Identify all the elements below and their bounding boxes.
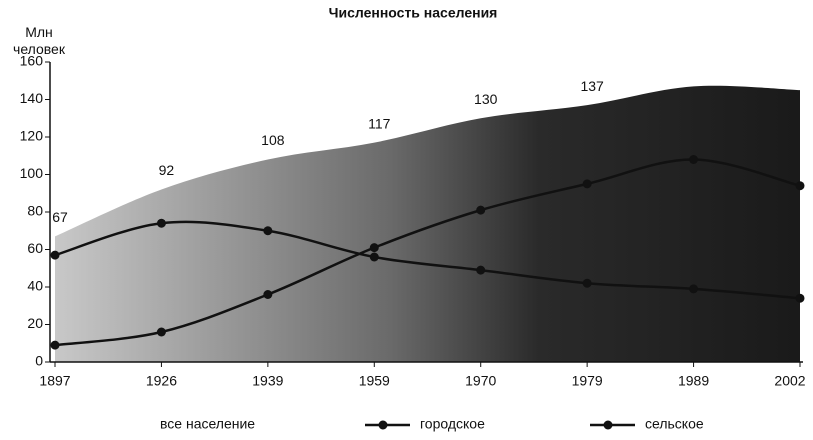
x-tick-label: 1959 <box>359 373 390 389</box>
point <box>689 284 699 294</box>
y-tick-label: 0 <box>35 353 43 369</box>
point <box>689 155 699 164</box>
y-axis-label: Млн человек <box>13 24 65 57</box>
data-label: 117 <box>368 115 391 131</box>
line <box>54 220 801 300</box>
point <box>795 293 805 303</box>
x-tick-label: 1939 <box>252 373 283 389</box>
data-label: 137 <box>580 78 604 94</box>
area <box>55 85 800 362</box>
point <box>263 290 273 299</box>
point <box>582 179 592 189</box>
y-tick-label: 40 <box>27 278 43 294</box>
x-tick-label: 1970 <box>465 373 496 389</box>
point <box>50 250 60 260</box>
x-tick-label: 2002 <box>774 373 805 389</box>
chart-title: Численность населения <box>329 5 498 21</box>
y-tick-label: 120 <box>20 128 44 144</box>
point <box>369 252 379 262</box>
legend-label: все население <box>160 416 255 432</box>
x-tick-label: 1989 <box>678 373 709 389</box>
point <box>369 243 379 253</box>
legend-dot <box>603 420 613 430</box>
point <box>50 340 60 350</box>
point <box>795 181 805 191</box>
data-label: 130 <box>474 91 498 107</box>
point <box>476 205 486 215</box>
legend-label: сельское <box>645 416 704 432</box>
y-tick-label: 140 <box>20 90 44 106</box>
legend-dot <box>378 420 388 430</box>
data-label: 67 <box>52 209 68 225</box>
line <box>54 158 801 347</box>
x-tick-label: 1926 <box>146 373 177 389</box>
data-label: 92 <box>159 162 175 178</box>
point <box>263 226 273 236</box>
y-tick-label: 20 <box>27 315 43 331</box>
y-tick-label: 80 <box>27 203 43 219</box>
legend-label: городское <box>420 416 485 432</box>
point <box>156 218 166 228</box>
y-tick-label: 60 <box>27 240 43 256</box>
point <box>476 265 486 275</box>
y-tick-label: 160 <box>20 53 44 69</box>
point <box>582 278 592 288</box>
data-label: 108 <box>261 132 285 148</box>
x-tick-label: 1979 <box>572 373 603 389</box>
x-tick-label: 1897 <box>39 373 70 389</box>
y-tick-label: 100 <box>20 165 44 181</box>
point <box>156 327 166 337</box>
